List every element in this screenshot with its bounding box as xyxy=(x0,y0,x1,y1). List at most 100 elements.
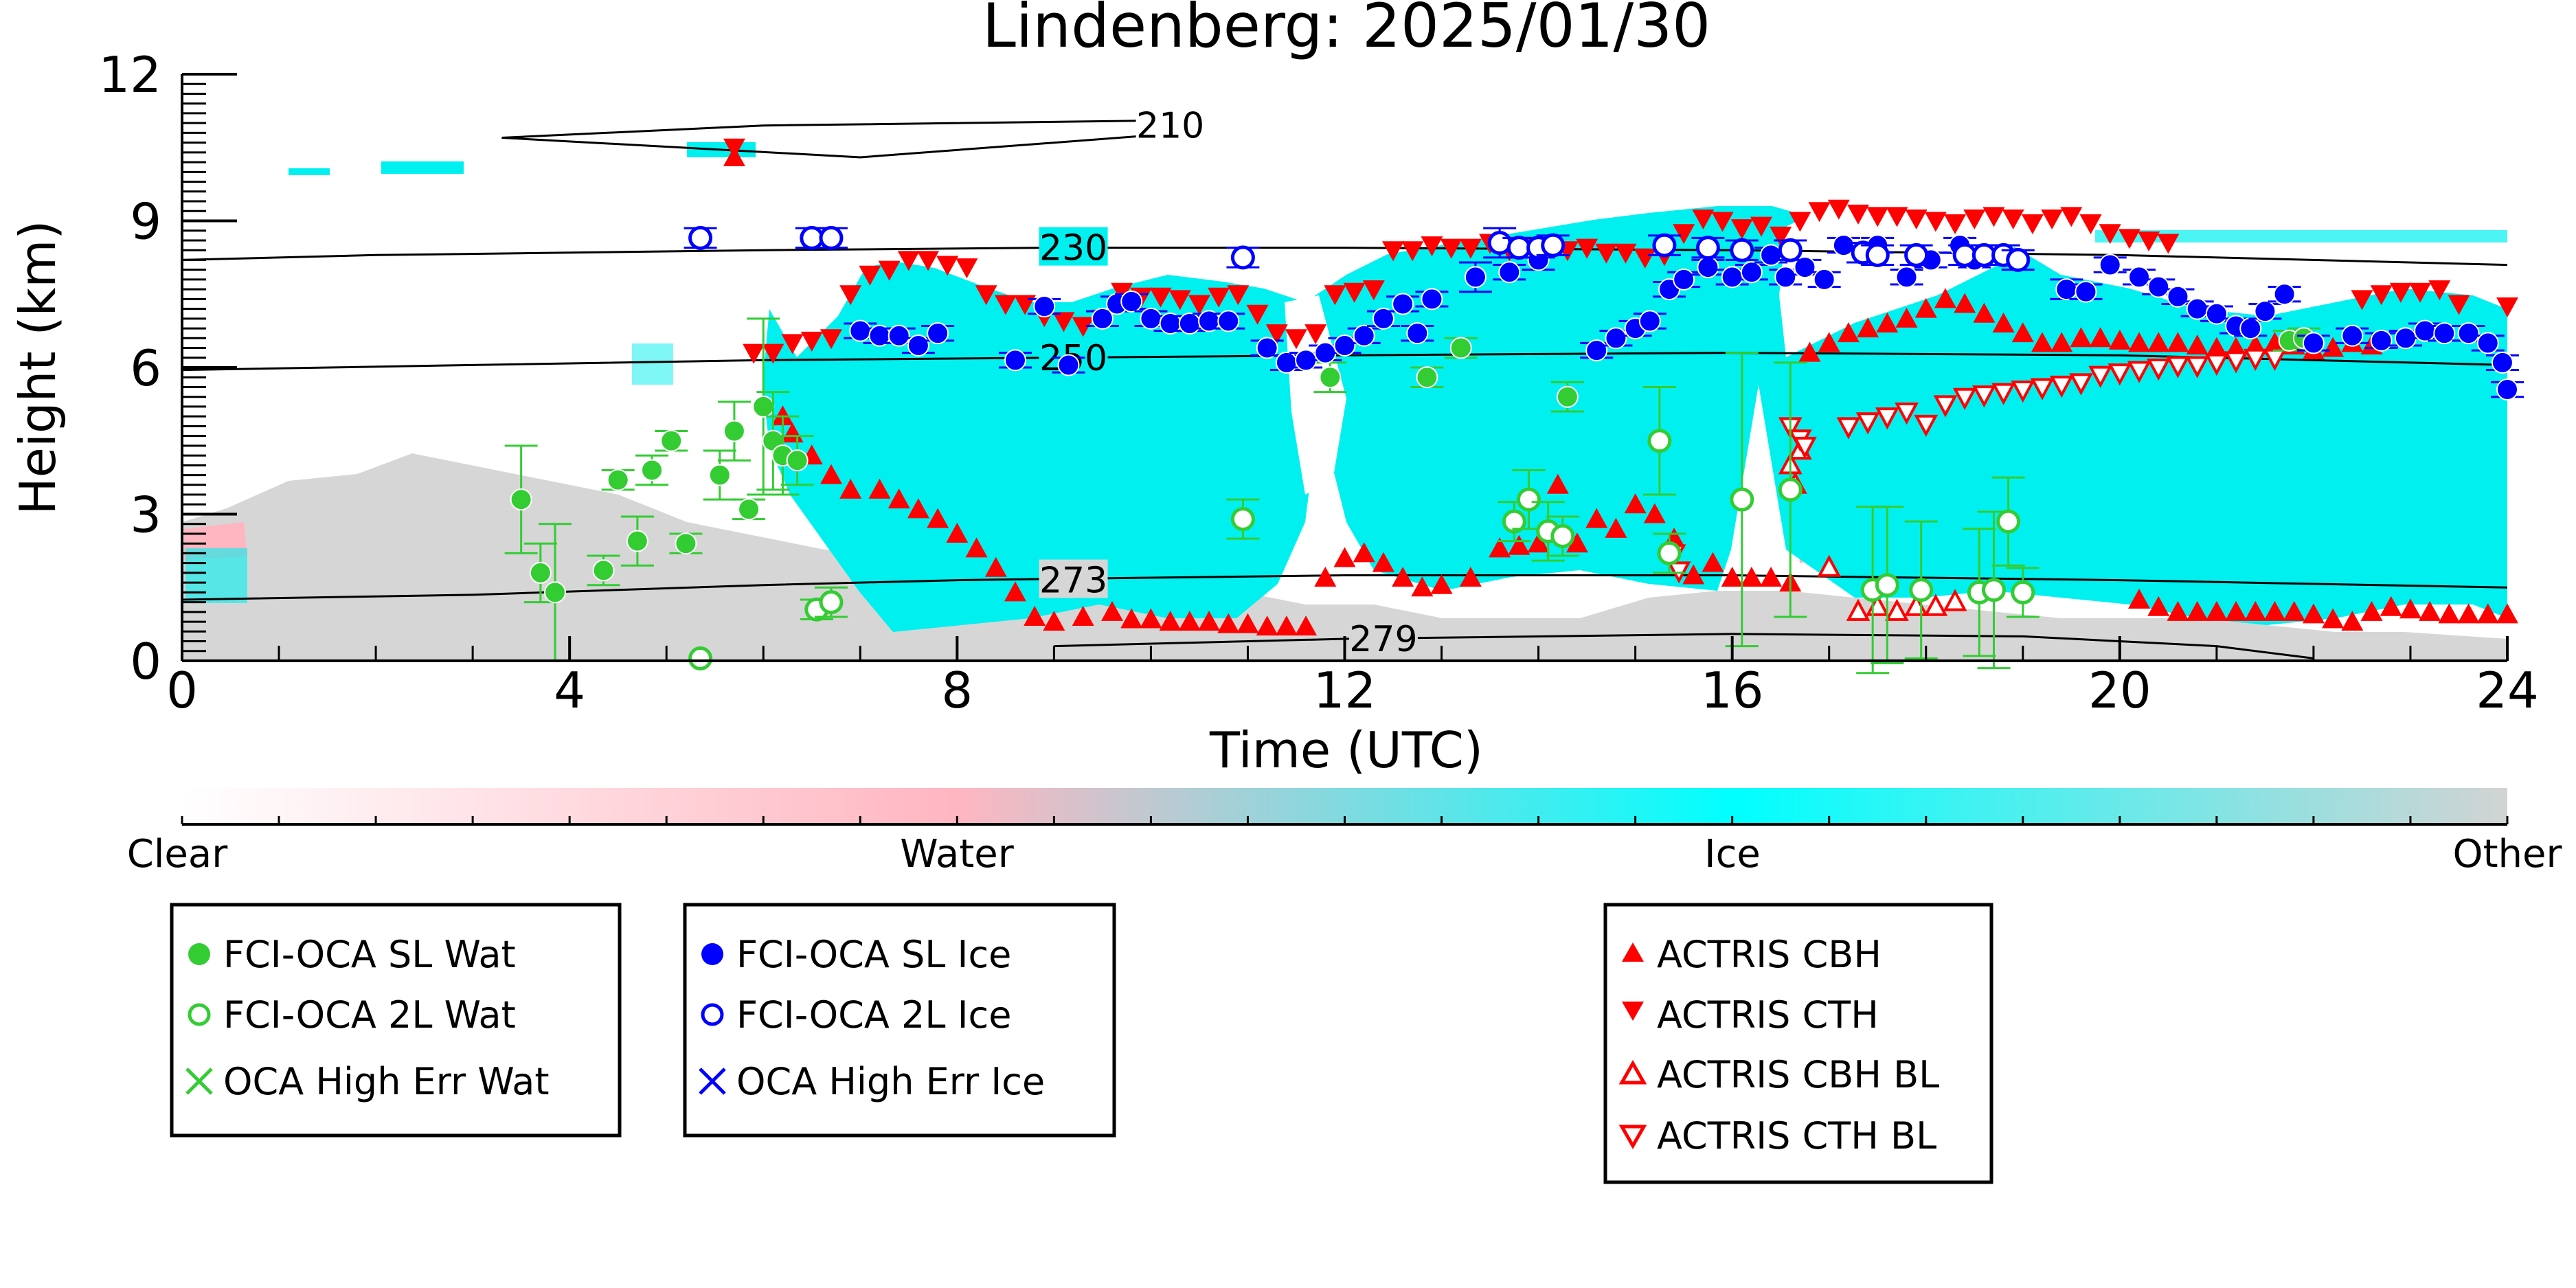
marker-actris-cbh xyxy=(1256,615,1278,636)
marker-actris-cth xyxy=(1382,241,1405,262)
x-tick-label: 12 xyxy=(1313,662,1377,719)
marker-fci-oca-sl-ice xyxy=(1372,307,1394,330)
marker-fci-oca-2l-ice xyxy=(688,225,713,250)
marker-actris-cth xyxy=(1750,216,1772,237)
legend-label: FCI-OCA SL Wat xyxy=(223,933,516,976)
marker-fci-oca-2l-wat xyxy=(1502,509,1526,534)
contour-line-279 xyxy=(1054,633,2314,659)
marker-actris-cbh xyxy=(2147,596,2170,616)
marker-fci-oca-sl-ice xyxy=(2341,324,2364,347)
marker-fci-oca-2l-wat xyxy=(819,590,844,615)
marker-actris-cth xyxy=(1634,248,1656,269)
marker-actris-cth xyxy=(723,138,745,159)
legend-label: ACTRIS CBH BL xyxy=(1657,1053,1939,1096)
marker-actris-cth xyxy=(1052,312,1075,332)
marker-actris-cbh xyxy=(2302,603,2325,624)
marker-fci-oca-sl-ice xyxy=(907,334,929,357)
marker-actris-cth xyxy=(897,251,920,271)
marker-actris-cbh xyxy=(2244,600,2267,621)
marker-fci-oca-2l-ice xyxy=(1487,231,1512,256)
y-tick-label: 9 xyxy=(130,193,161,251)
marker-actris-cbh xyxy=(1876,312,1899,332)
marker-actris-cbh xyxy=(1333,547,1356,567)
legend-frame xyxy=(1603,903,1993,1184)
marker-actris-cbh xyxy=(2186,334,2208,354)
colorbar-label-ice: Ice xyxy=(1704,832,1761,877)
marker-actris-cth xyxy=(1866,207,1889,227)
marker-fci-oca-sl-wat xyxy=(1556,385,1579,408)
contour-label-279: 279 xyxy=(1349,619,1417,660)
marker-actris-cth xyxy=(936,256,959,276)
marker-actris-cth xyxy=(1227,285,1250,306)
marker-fci-oca-sl-wat xyxy=(786,449,809,472)
marker-actris-cth-bl xyxy=(2146,359,2171,381)
marker-actris-cbh-bl xyxy=(1943,589,1967,611)
marker-actris-cth xyxy=(1886,207,1908,227)
marker-actris-cbh xyxy=(2399,598,2421,619)
marker-fci-oca-sl-ice xyxy=(1004,349,1026,372)
marker-actris-cbh xyxy=(2128,332,2151,352)
marker-fci-oca-sl-ice xyxy=(2302,332,2325,354)
marker-actris-cth xyxy=(1770,226,1792,247)
marker-actris-cbh xyxy=(1760,567,1783,587)
marker-fci-oca-2l-wat xyxy=(1981,578,2006,602)
marker-actris-cth xyxy=(1401,241,1424,262)
marker-fci-oca-2l-ice xyxy=(819,225,844,250)
marker-actris-cth-bl xyxy=(1914,414,1939,438)
marker-actris-cth-bl xyxy=(1991,383,2015,405)
marker-actris-cbh xyxy=(2225,600,2248,621)
marker-actris-cth xyxy=(1944,214,1967,235)
legend-label: ACTRIS CBH xyxy=(1657,933,1882,976)
marker-fci-oca-sl-ice xyxy=(2128,266,2151,289)
marker-actris-cbh xyxy=(1295,615,1318,636)
marker-actris-cbh xyxy=(1527,532,1550,553)
marker-actris-cth xyxy=(820,329,842,350)
marker-actris-cth-bl xyxy=(1836,417,1861,440)
legend-label: FCI-OCA SL Ice xyxy=(736,933,1011,976)
marker-actris-cth xyxy=(1362,280,1385,301)
marker-actris-cbh xyxy=(1459,567,1482,587)
marker-actris-cbh xyxy=(2011,322,2034,343)
colorbar: Clear Water Ice Other xyxy=(127,788,2562,877)
marker-actris-cbh xyxy=(2438,603,2461,624)
marker-actris-cbh xyxy=(2380,596,2402,616)
marker-actris-cth xyxy=(2021,214,2044,235)
marker-fci-oca-sl-ice xyxy=(2491,351,2513,374)
marker-actris-cth-bl xyxy=(1667,561,1691,584)
marker-fci-oca-sl-ice xyxy=(849,319,872,342)
marker-actris-cbh xyxy=(839,478,862,499)
legend-label: FCI-OCA 2L Wat xyxy=(223,993,516,1037)
marker-actris-cth xyxy=(1111,282,1133,303)
marker-actris-cbh xyxy=(1101,600,1123,621)
legend-marker-2l-ice xyxy=(701,1003,724,1026)
colorbar-ticks xyxy=(181,816,2509,824)
marker-actris-cth xyxy=(2496,297,2518,318)
marker-fci-oca-sl-ice xyxy=(1895,266,1918,289)
marker-actris-cth xyxy=(1440,238,1462,259)
marker-actris-cth xyxy=(1905,209,1928,229)
marker-actris-cbh xyxy=(2419,600,2441,621)
marker-fci-oca-2l-ice xyxy=(1652,233,1677,258)
colorbar-label-clear: Clear xyxy=(127,832,228,877)
x-tick-label: 0 xyxy=(166,662,198,719)
marker-actris-cth xyxy=(1343,282,1366,303)
marker-actris-cbh xyxy=(2283,600,2305,621)
y-tick-label: 12 xyxy=(98,46,161,104)
marker-fci-oca-2l-wat xyxy=(1996,509,2021,534)
marker-actris-cth xyxy=(1285,329,1307,350)
marker-actris-cbh xyxy=(946,522,969,543)
marker-actris-cbh xyxy=(2341,611,2364,631)
marker-actris-cbh xyxy=(1411,576,1434,597)
marker-actris-cth xyxy=(2351,290,2373,310)
y-tick-label: 3 xyxy=(130,486,161,544)
legend-actris: ACTRIS CBH ACTRIS CTH ACTRIS CBH BL ACTR… xyxy=(1603,903,1993,1184)
contour-label-230: 230 xyxy=(1039,228,1107,269)
marker-actris-cth xyxy=(1614,243,1637,264)
ice-region xyxy=(2095,230,2507,242)
marker-fci-oca-sl-ice xyxy=(1275,351,1298,374)
marker-actris-cbh xyxy=(1837,322,1860,343)
marker-actris-cbh xyxy=(2457,603,2480,624)
marker-fci-oca-sl-ice xyxy=(2099,253,2121,276)
contour-label-bg xyxy=(1136,104,1205,144)
marker-actris-cth-bl xyxy=(2243,348,2268,371)
